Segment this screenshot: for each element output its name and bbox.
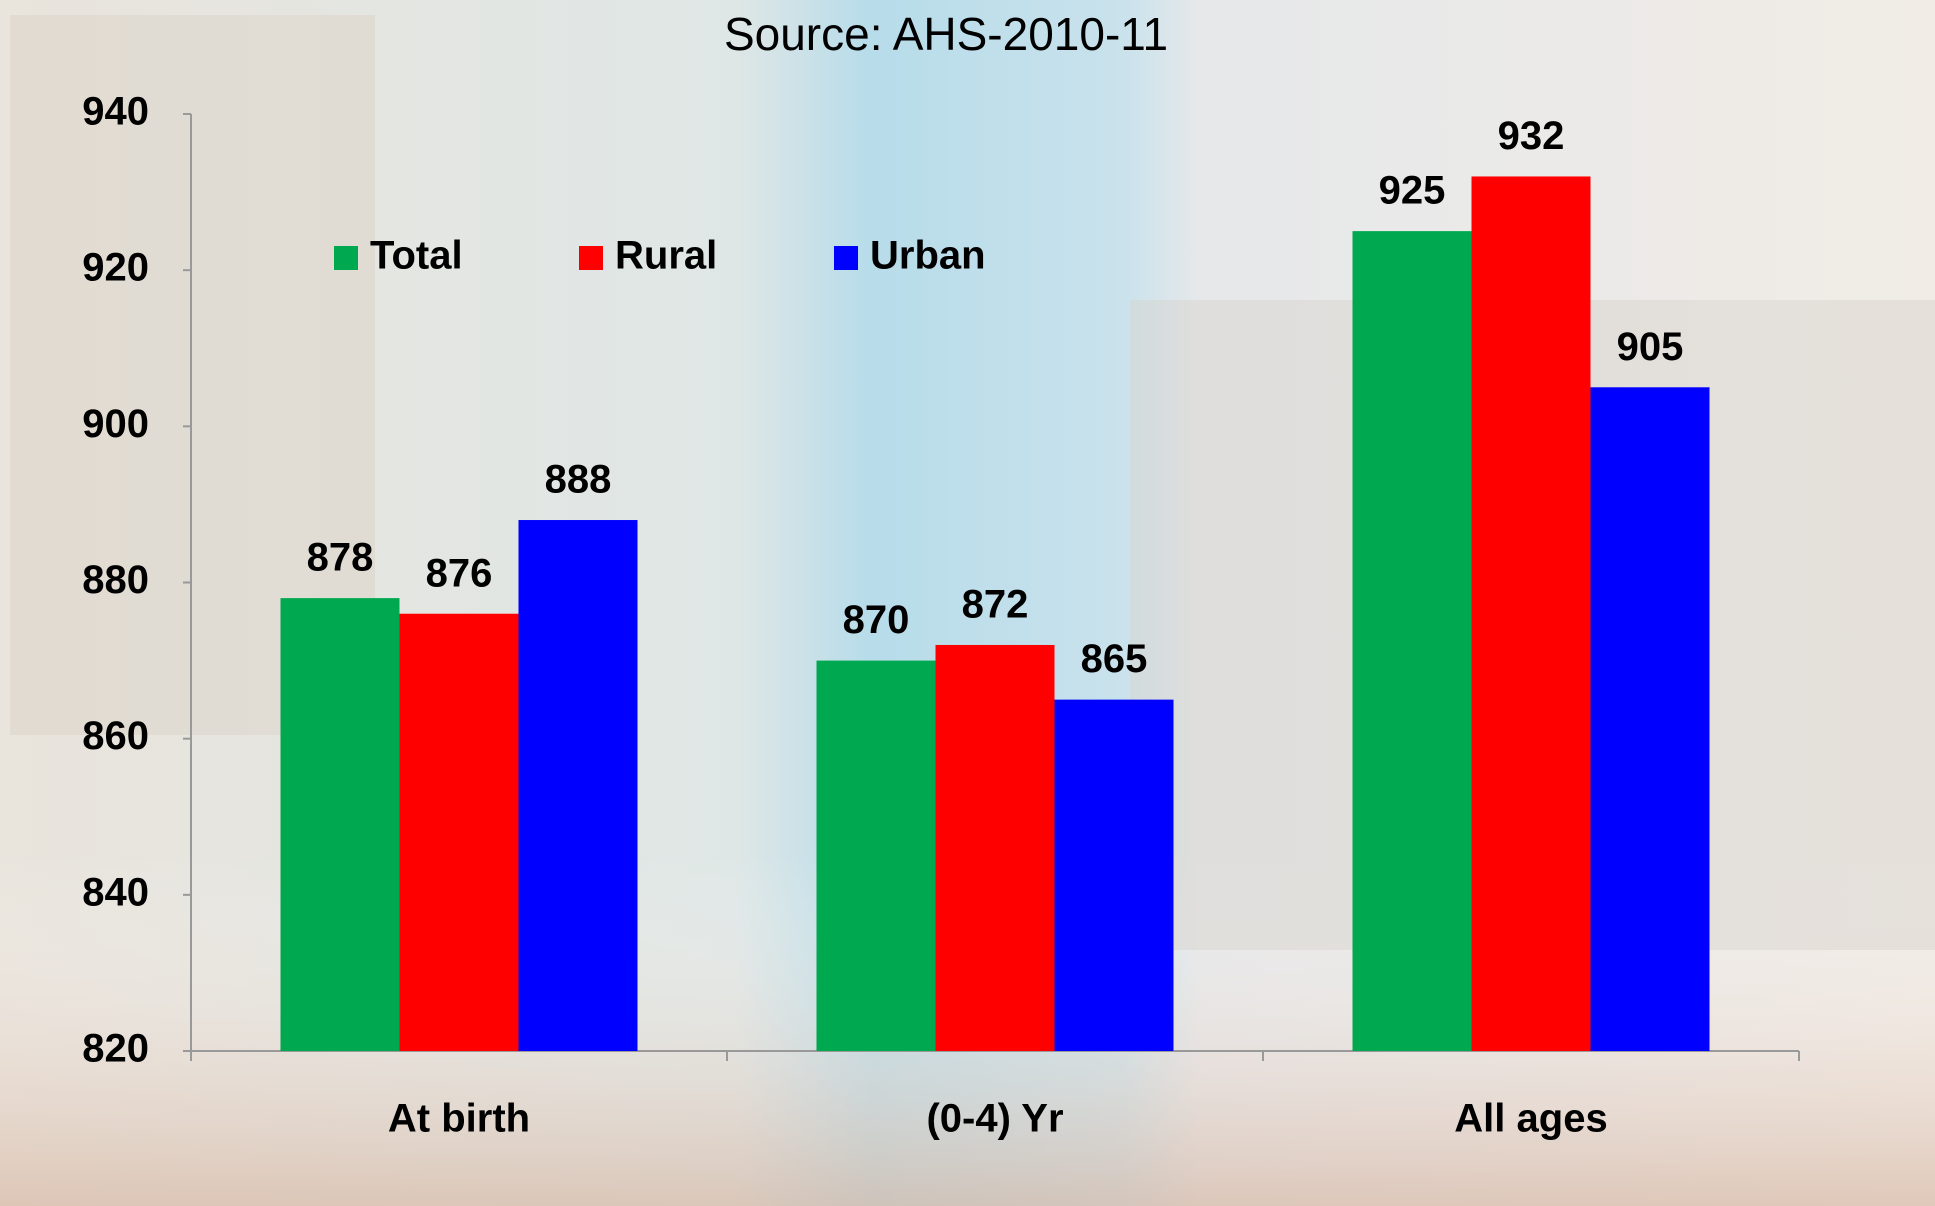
bar — [400, 614, 519, 1051]
bar — [1055, 700, 1174, 1051]
legend-swatch — [834, 246, 858, 270]
y-tick-label: 840 — [82, 870, 149, 914]
x-tick-label: At birth — [388, 1097, 530, 1141]
chart-subtitle: Source: AHS-2010-11 — [724, 8, 1168, 60]
data-label: 925 — [1379, 169, 1446, 213]
y-tick-label: 920 — [82, 246, 149, 290]
legend-swatch — [579, 246, 603, 270]
x-tick-label: (0-4) Yr — [926, 1097, 1063, 1141]
legend-swatch — [334, 246, 358, 270]
y-tick-label: 820 — [82, 1027, 149, 1071]
bar — [281, 598, 400, 1051]
bar — [1353, 231, 1472, 1051]
y-tick-label: 860 — [82, 714, 149, 758]
bar — [519, 520, 638, 1051]
y-tick-label: 880 — [82, 558, 149, 602]
x-tick-label: All ages — [1454, 1097, 1607, 1141]
bar — [1591, 387, 1710, 1051]
chart: Source: AHS-2010-11 820 840 860 880 900 920 94… — [0, 0, 1935, 1206]
data-label: 888 — [545, 458, 612, 502]
data-label: 932 — [1498, 114, 1565, 158]
data-label: 872 — [962, 583, 1029, 627]
bar — [817, 661, 936, 1051]
legend-label: Rural — [615, 234, 717, 278]
legend-label: Urban — [870, 234, 986, 278]
bar — [936, 645, 1055, 1051]
data-label: 878 — [307, 536, 374, 580]
data-label: 870 — [843, 598, 910, 642]
data-label: 876 — [426, 551, 493, 595]
legend-label: Total — [370, 234, 463, 278]
data-label: 905 — [1617, 325, 1684, 369]
y-tick-label: 940 — [82, 90, 149, 134]
y-tick-label: 900 — [82, 402, 149, 446]
bar — [1472, 176, 1591, 1051]
data-label: 865 — [1081, 637, 1148, 681]
